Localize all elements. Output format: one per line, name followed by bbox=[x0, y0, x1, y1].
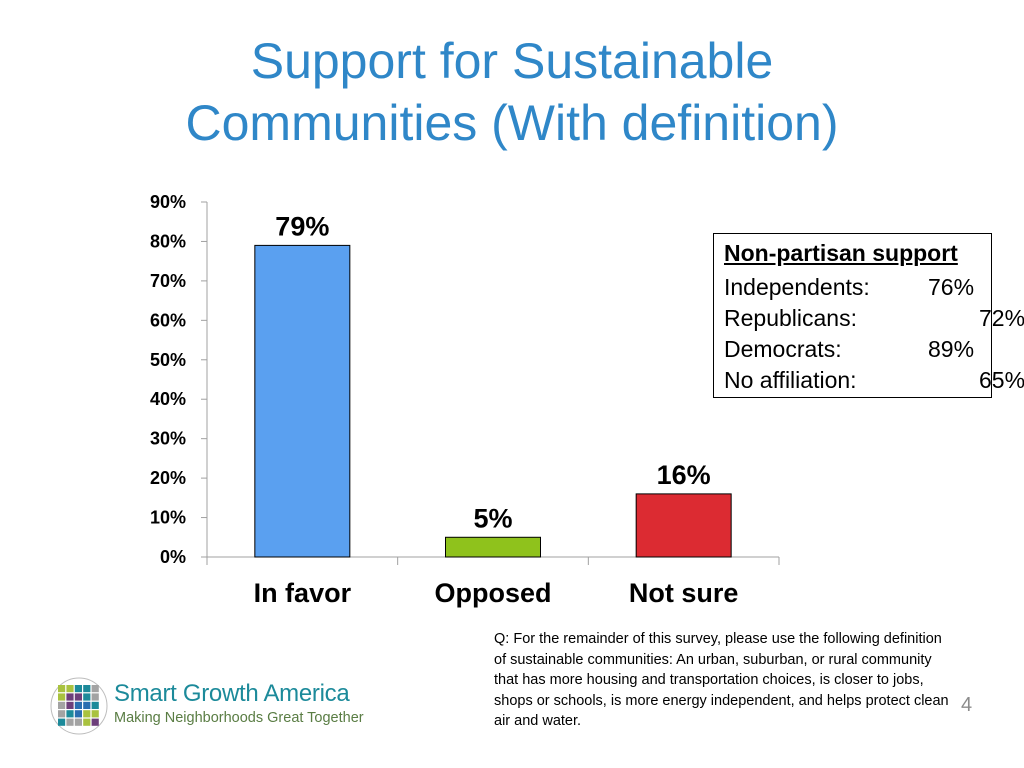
logo-name: Smart Growth America bbox=[114, 680, 350, 707]
y-tick-label: 70% bbox=[150, 271, 186, 291]
logo-mark-icon bbox=[50, 677, 108, 735]
logo-tile bbox=[91, 718, 99, 726]
support-label: Republicans: bbox=[724, 305, 857, 331]
bar-chart: 0% 10% 20% 30% 40% 50% 60% 70% 80% 90% 79% In favo… bbox=[150, 192, 780, 608]
logo-tile bbox=[83, 701, 91, 709]
y-tick-label: 0% bbox=[160, 547, 186, 567]
support-row-republicans: Republicans: 72% bbox=[724, 305, 1024, 332]
support-value: 65% bbox=[979, 367, 1024, 393]
smart-growth-america-logo: Smart Growth America Making Neighborhood… bbox=[50, 676, 380, 736]
logo-tile bbox=[91, 701, 99, 709]
logo-tile bbox=[66, 685, 74, 693]
logo-tile bbox=[74, 693, 82, 701]
title-line-2: Communities (With definition) bbox=[185, 95, 839, 151]
logo-tile bbox=[66, 701, 74, 709]
logo-tile bbox=[58, 710, 66, 718]
y-tick-label: 30% bbox=[150, 429, 186, 449]
support-row-no-affiliation: No affiliation: 65% bbox=[724, 367, 1024, 394]
logo-tile bbox=[83, 693, 91, 701]
support-value: 72% bbox=[979, 305, 1024, 331]
title-line-1: Support for Sustainable bbox=[250, 33, 774, 89]
y-tick-label: 60% bbox=[150, 310, 186, 330]
logo-tile bbox=[74, 685, 82, 693]
y-tick-label: 80% bbox=[150, 231, 186, 251]
data-label: 16% bbox=[657, 460, 711, 490]
chart-axes: 0% 10% 20% 30% 40% 50% 60% 70% 80% 90% bbox=[150, 192, 780, 567]
logo-tile bbox=[83, 718, 91, 726]
y-tick-label: 20% bbox=[150, 468, 186, 488]
y-tick-label: 50% bbox=[150, 350, 186, 370]
survey-question-text: Q: For the remainder of this survey, ple… bbox=[494, 631, 949, 729]
nonpartisan-support-box: Non-partisan support Independents: 76% R… bbox=[713, 233, 1024, 398]
logo-tile bbox=[74, 718, 82, 726]
category-label: In favor bbox=[254, 578, 352, 608]
support-value: 76% bbox=[928, 274, 975, 300]
page-number: 4 bbox=[961, 694, 973, 716]
logo-tile bbox=[66, 718, 74, 726]
support-label: No affiliation: bbox=[724, 367, 857, 393]
logo-tile bbox=[66, 710, 74, 718]
logo-tile bbox=[83, 710, 91, 718]
y-tick-label: 40% bbox=[150, 389, 186, 409]
logo-tile bbox=[91, 685, 99, 693]
support-box-title: Non-partisan support bbox=[724, 240, 958, 266]
logo-tile bbox=[58, 685, 66, 693]
support-value: 89% bbox=[928, 336, 975, 362]
logo-tile bbox=[91, 693, 99, 701]
logo-tile bbox=[91, 710, 99, 718]
logo-tile bbox=[66, 693, 74, 701]
y-tick-label: 10% bbox=[150, 508, 186, 528]
category-label: Opposed bbox=[434, 578, 551, 608]
bar bbox=[254, 244, 351, 558]
support-label: Independents: bbox=[724, 274, 870, 300]
logo-tagline: Making Neighborhoods Great Together bbox=[114, 710, 364, 726]
logo-tile bbox=[58, 701, 66, 709]
chart-bars: 79% In favor 5% Opposed 16% Not sure bbox=[254, 211, 739, 608]
bar bbox=[445, 536, 541, 558]
data-label: 5% bbox=[473, 503, 512, 533]
support-row-independents: Independents: 76% bbox=[724, 274, 974, 301]
logo-tile bbox=[74, 710, 82, 718]
support-label: Democrats: bbox=[724, 336, 842, 362]
category-label: Not sure bbox=[629, 578, 739, 608]
logo-tile bbox=[58, 718, 66, 726]
bar bbox=[635, 493, 732, 558]
logo-tile bbox=[83, 685, 91, 693]
slide-title: Support for Sustainable Communities (Wit… bbox=[0, 30, 1024, 154]
y-tick-label: 90% bbox=[150, 192, 186, 212]
support-row-democrats: Democrats: 89% bbox=[724, 336, 974, 363]
logo-tile bbox=[74, 701, 82, 709]
data-label: 79% bbox=[275, 211, 329, 241]
logo-tile bbox=[58, 693, 66, 701]
